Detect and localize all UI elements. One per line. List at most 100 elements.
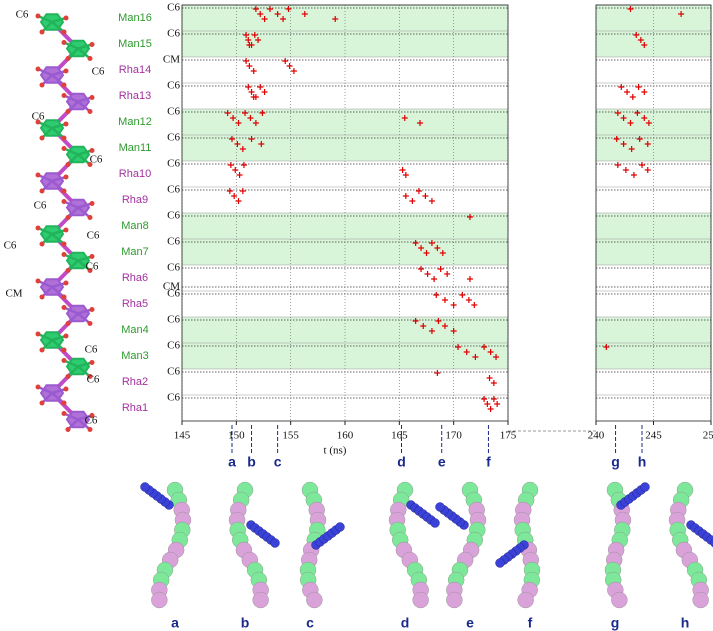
contact-point <box>644 167 651 173</box>
atom <box>35 119 41 125</box>
contact-point <box>472 354 479 360</box>
event-label: h <box>638 454 647 470</box>
arm-bead <box>430 518 440 528</box>
contact-point <box>463 349 470 355</box>
x-tick-label: 240 <box>588 430 605 442</box>
residue-label: Rha6 <box>122 272 148 284</box>
contact-point <box>637 37 644 43</box>
contact-point <box>245 84 252 90</box>
contact-point <box>232 167 239 173</box>
contact-point <box>627 6 634 12</box>
x-tick-label: 150 <box>228 430 245 442</box>
stick <box>63 41 79 50</box>
contact-point <box>471 302 478 308</box>
plot-frame <box>181 4 509 422</box>
x-tick-label: 250 <box>703 430 713 442</box>
atom <box>35 225 41 231</box>
stick <box>51 339 65 351</box>
atom <box>89 307 95 312</box>
contact-point <box>230 115 237 121</box>
contact-point <box>401 115 408 121</box>
atom <box>39 135 45 141</box>
contact-point <box>493 354 500 360</box>
row-band <box>182 135 508 161</box>
contact-point <box>433 292 440 298</box>
event-label: c <box>274 454 282 470</box>
atom-label: C6 <box>167 314 180 326</box>
atom-label: C6 <box>167 184 180 196</box>
residue-label: Rha5 <box>122 298 148 310</box>
contact-point <box>481 344 488 350</box>
stick <box>51 127 65 139</box>
atom <box>89 413 95 418</box>
stick <box>37 120 53 130</box>
contact-point <box>603 344 610 350</box>
bead <box>412 591 429 609</box>
residue-label: Man3 <box>121 350 149 362</box>
atom-label: C6 <box>167 392 180 404</box>
contact-point <box>624 89 631 95</box>
atom <box>89 360 95 365</box>
row-band <box>182 291 508 317</box>
snapshot-label: c <box>306 615 314 631</box>
residue-label: Man4 <box>121 324 149 336</box>
stick <box>37 67 53 77</box>
molecule-label: C6 <box>4 240 17 252</box>
contact-point <box>236 172 243 178</box>
contact-point <box>261 89 268 95</box>
contact-point <box>255 37 262 43</box>
molecule: C6 C6 C6 C6 C6 C6 C6 C6 CM C6 C6 C6 <box>4 9 105 432</box>
contact-point <box>416 120 423 126</box>
contact-point <box>243 58 250 64</box>
stick <box>51 286 65 298</box>
contact-point <box>490 380 497 386</box>
contact-point <box>248 89 255 95</box>
atom <box>61 82 67 88</box>
stick <box>63 306 79 315</box>
contact-point <box>412 318 419 324</box>
atom-label: C6 <box>167 340 180 352</box>
x-tick-label: 165 <box>391 430 408 442</box>
contact-point <box>434 245 441 251</box>
atom <box>39 29 45 35</box>
atom <box>87 374 93 379</box>
contact-point <box>641 89 648 95</box>
contact-point <box>226 188 233 194</box>
atom <box>63 227 69 233</box>
molecule-label: C6 <box>86 261 99 273</box>
contact-point <box>618 84 625 90</box>
contact-point <box>290 68 297 74</box>
bead <box>692 591 709 609</box>
stick <box>37 173 53 183</box>
residue-label: Man7 <box>121 246 149 258</box>
atom <box>63 280 69 286</box>
contact-point <box>634 110 641 116</box>
contact-point <box>459 292 466 298</box>
stick <box>63 147 79 156</box>
stick <box>77 100 91 113</box>
contact-point <box>645 120 652 126</box>
molecule-label: C6 <box>87 230 100 242</box>
atom <box>87 321 93 326</box>
stick <box>37 14 53 24</box>
atom <box>61 146 67 151</box>
arm-bead <box>435 502 445 512</box>
atom <box>61 358 67 363</box>
atom <box>39 82 45 88</box>
atom-label: C6 <box>167 288 180 300</box>
contact-point <box>639 162 645 168</box>
stick <box>77 206 91 219</box>
contact-point <box>242 110 249 116</box>
row-band <box>596 291 711 317</box>
contact-point <box>409 198 416 204</box>
contact-point <box>247 115 254 121</box>
atom <box>87 162 93 167</box>
contact-point <box>243 32 250 38</box>
stick <box>77 259 91 272</box>
contact-point <box>678 11 685 17</box>
contact-point <box>257 84 264 90</box>
atom <box>61 93 67 98</box>
snapshot-label: d <box>401 615 410 631</box>
contact-point <box>240 162 247 168</box>
arm-bead <box>270 538 280 548</box>
